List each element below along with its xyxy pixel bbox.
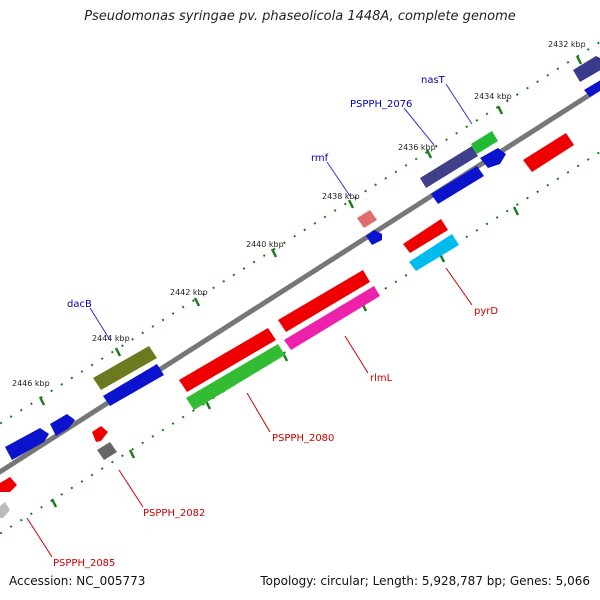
reverse-genes [0, 133, 574, 518]
leader-PSPPH_2080 [246, 392, 271, 433]
forward-leader-lines [89, 83, 473, 341]
gene-blue-dacB[interactable] [103, 364, 164, 406]
scale-label-2436: 2436 kbp [398, 143, 436, 152]
leader-PSPPH_2082 [118, 469, 144, 508]
gene-rmf[interactable] [357, 210, 377, 228]
scale-tick [114, 347, 122, 357]
gene-blue-left[interactable] [5, 428, 49, 460]
scale-label-2438: 2438 kbp [322, 192, 360, 201]
leader-pyrD [445, 267, 473, 306]
scale-tick [575, 55, 583, 65]
gene-pyrD[interactable] [409, 234, 459, 271]
scale-dots-inner [0, 151, 600, 535]
leader-nasT [445, 83, 473, 125]
leader-rlmL [344, 335, 369, 374]
leader-rmf [326, 161, 351, 197]
label-PSPPH_2076: PSPPH_2076 [350, 99, 412, 110]
gene-PSPPH_2082[interactable] [92, 426, 108, 442]
forward-genes [5, 56, 600, 460]
label-dacB: dacB [67, 299, 92, 310]
genome-backbone [0, 85, 600, 475]
gene-grey-2082[interactable] [97, 442, 117, 460]
scale-tick [50, 498, 58, 508]
scale-tick [347, 199, 355, 209]
gene-blue-rmf[interactable] [366, 230, 382, 245]
scale-tick [496, 105, 504, 115]
scale-tick [193, 297, 201, 307]
page-title: Pseudomonas syringae pv. phaseolicola 14… [84, 9, 516, 24]
label-PSPPH_2085: PSPPH_2085 [53, 558, 115, 569]
label-nasT: nasT [421, 75, 446, 86]
gene-red-2085-upper[interactable] [0, 477, 17, 492]
gene-red-rlmL-upper[interactable] [278, 270, 370, 332]
genome-summary-text: Topology: circular; Length: 5,928,787 bp… [260, 574, 590, 588]
label-rmf: rmf [311, 153, 329, 164]
scale-label-2444: 2444 kbp [92, 334, 130, 343]
leader-PSPPH_2076 [403, 107, 435, 146]
gene-blue-small-top[interactable] [480, 148, 506, 168]
scale-label-2432: 2432 kbp [548, 40, 586, 49]
scale-label-2442: 2442 kbp [170, 288, 208, 297]
gene-dacB[interactable] [93, 346, 157, 390]
gene-red-topright[interactable] [523, 133, 574, 172]
label-rlmL: rlmL [370, 373, 393, 384]
scale-label-2440: 2440 kbp [246, 240, 284, 249]
scale-tick [38, 396, 46, 406]
scale-label-2434: 2434 kbp [474, 92, 512, 101]
gene-rlmL[interactable] [284, 286, 380, 350]
label-PSPPH_2082: PSPPH_2082 [143, 508, 205, 519]
leader-dacB [89, 307, 111, 341]
gene-PSPPH_2080[interactable] [179, 328, 276, 392]
gene-blue-left-small[interactable] [50, 414, 75, 436]
gene-blue-2076b[interactable] [431, 166, 484, 204]
scale-tick [270, 248, 278, 258]
accession-text: Accession: NC_005773 [9, 574, 146, 588]
scale-dots-outer [0, 41, 600, 425]
scale-label-2446: 2446 kbp [12, 379, 50, 388]
label-PSPPH_2080: PSPPH_2080 [272, 433, 334, 444]
scale-tick [425, 149, 433, 159]
reverse-leader-lines [26, 267, 473, 558]
gene-PSPPH_2085[interactable] [0, 502, 10, 518]
scale-tick [128, 449, 136, 459]
scale-tick [512, 206, 520, 216]
gene-far-right-blue[interactable] [584, 78, 600, 97]
gene-PSPPH_2076[interactable] [420, 146, 478, 188]
gene-red-pyrD-upper[interactable] [403, 219, 448, 253]
gene-far-right-top[interactable] [573, 56, 600, 82]
gene-nasT[interactable] [471, 131, 498, 154]
label-pyrD: pyrD [474, 306, 498, 317]
leader-PSPPH_2085 [26, 517, 53, 558]
gene-green-2080[interactable] [186, 344, 285, 410]
